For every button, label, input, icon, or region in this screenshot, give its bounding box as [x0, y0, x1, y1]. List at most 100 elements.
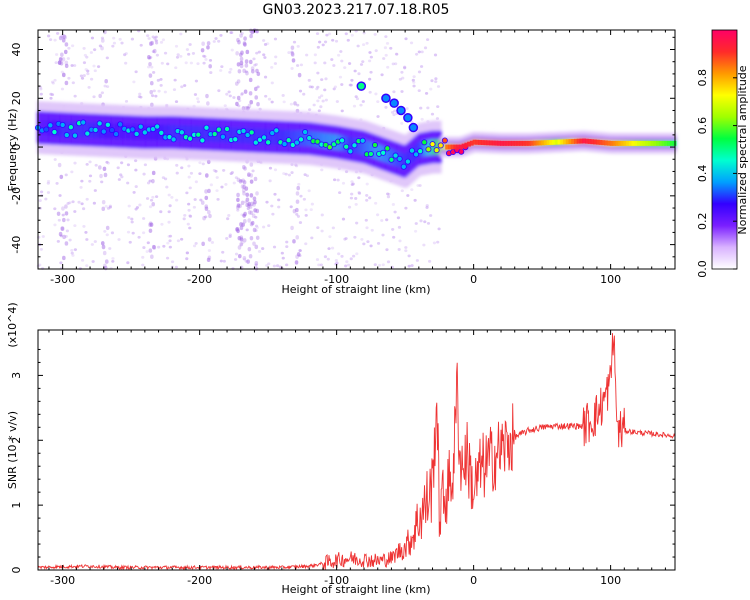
noise-streak-dot	[236, 192, 240, 198]
noise-dot	[168, 234, 173, 238]
ridge-hot-segment	[571, 139, 575, 144]
noise-dot	[66, 202, 70, 205]
noise-dot	[359, 103, 363, 107]
feature-blob	[356, 81, 367, 91]
ridge-peak	[248, 129, 255, 136]
ridge-peak	[158, 129, 165, 136]
noise-dot	[48, 38, 53, 42]
noise-dot	[143, 163, 147, 167]
noise-dot	[333, 178, 337, 182]
noise-streak-dot	[252, 227, 257, 233]
noise-dot	[117, 178, 121, 181]
noise-dot	[209, 183, 213, 187]
noise-dot	[356, 44, 360, 48]
noise-dot	[292, 40, 297, 44]
noise-dot	[353, 69, 357, 73]
noise-dot	[229, 67, 233, 71]
ridge-hot-segment	[508, 140, 512, 146]
noise-dot	[318, 40, 322, 44]
noise-dot	[287, 173, 292, 177]
noise-dot	[373, 32, 377, 36]
noise-dot	[120, 41, 124, 45]
noise-dot	[196, 62, 200, 66]
ridge-peak	[261, 134, 268, 141]
noise-dot	[155, 41, 159, 45]
noise-dot	[174, 100, 179, 104]
noise-dot	[232, 96, 236, 99]
noise-streak-dot	[242, 191, 246, 196]
ridge-hot-segment	[656, 140, 660, 146]
ridge-hot-segment	[590, 139, 595, 145]
noise-streak-dot	[103, 172, 108, 178]
noise-dot	[66, 218, 70, 222]
ridge-peak	[84, 130, 91, 137]
ridge-peak	[92, 126, 99, 133]
noise-dot	[154, 39, 158, 43]
noise-dot	[105, 56, 109, 60]
noise-dot	[416, 184, 420, 187]
noise-dot	[68, 201, 72, 205]
noise-dot	[324, 98, 328, 102]
noise-dot	[189, 61, 193, 65]
noise-streak-dot	[64, 63, 69, 69]
ridge-hot-segment	[513, 140, 518, 146]
noise-dot	[166, 62, 170, 66]
noise-dot	[354, 202, 358, 206]
noise-dot	[208, 58, 213, 62]
noise-dot	[100, 36, 105, 40]
noise-dot	[364, 218, 368, 222]
noise-streak-dot	[236, 177, 241, 183]
ridge-hot-segment	[552, 139, 556, 145]
noise-dot	[350, 180, 354, 184]
noise-dot	[337, 252, 341, 256]
x-tick-label: -200	[187, 273, 212, 286]
noise-dot	[353, 235, 357, 239]
noise-dot	[142, 231, 146, 235]
snr-x-axis-label: Height of straight line (km)	[281, 583, 430, 596]
noise-dot	[391, 228, 395, 231]
noise-dot	[187, 164, 191, 168]
noise-dot	[175, 198, 179, 202]
spectrogram-x-ticks: -300 -200 -100 0 100	[48, 30, 666, 286]
ridge-hot-segment	[582, 138, 586, 144]
noise-dot	[217, 39, 221, 43]
noise-dot	[316, 226, 320, 230]
ridge-hot-segment	[584, 138, 589, 144]
noise-dot	[296, 215, 301, 218]
noise-streak-dot	[250, 201, 254, 206]
noise-streak-dot	[243, 219, 247, 224]
noise-dot	[194, 79, 199, 83]
noise-streak-dot	[251, 213, 256, 218]
noise-dot	[168, 204, 172, 208]
noise-dot	[70, 64, 74, 67]
noise-dot	[347, 263, 351, 267]
noise-streak-dot	[148, 228, 153, 233]
noise-streak-dot	[208, 213, 212, 219]
noise-dot	[317, 263, 321, 267]
noise-dot	[83, 53, 87, 57]
noise-dot	[332, 64, 336, 67]
noise-dot	[120, 161, 124, 165]
noise-dot	[194, 180, 198, 184]
ridge-peak	[421, 139, 428, 146]
noise-dot	[385, 248, 389, 252]
noise-dot	[272, 245, 277, 249]
ridge-hot-segment	[530, 140, 534, 146]
noise-dot	[105, 160, 109, 164]
noise-dot	[232, 181, 236, 185]
ridge-peak	[400, 163, 407, 170]
noise-streak-dot	[103, 265, 108, 271]
noise-streak-dot	[250, 29, 254, 35]
x-tick-label: 0	[470, 574, 477, 587]
noise-dot	[193, 93, 198, 96]
noise-dot	[65, 229, 69, 233]
noise-dot	[89, 51, 93, 54]
noise-dot	[398, 239, 402, 243]
noise-streak-dot	[237, 253, 242, 259]
noise-streak-dot	[100, 38, 105, 43]
noise-streak-dot	[244, 63, 249, 68]
noise-dot	[39, 247, 43, 251]
noise-dot	[397, 225, 402, 229]
noise-streak-dot	[242, 68, 246, 74]
noise-streak-dot	[252, 196, 257, 201]
